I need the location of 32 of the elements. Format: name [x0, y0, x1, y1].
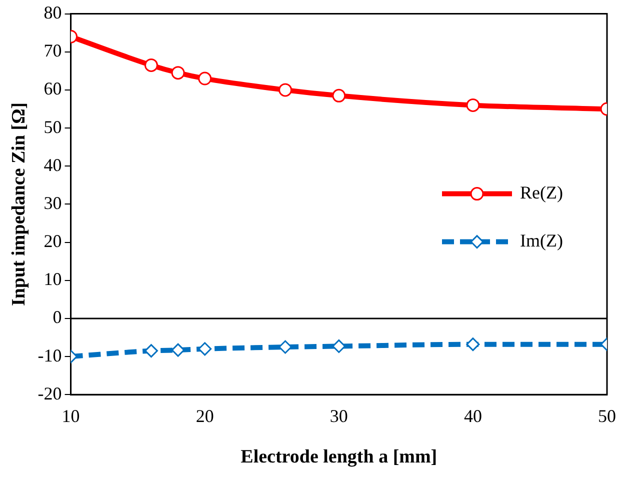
y-tick-label: 70: [44, 40, 62, 61]
x-tick-label: 10: [62, 406, 80, 426]
y-tick-label: 50: [44, 116, 62, 137]
point: [171, 343, 185, 357]
y-tick-label: 20: [44, 231, 62, 252]
y-tick-label: 60: [44, 78, 62, 99]
point: [198, 342, 212, 356]
point: [144, 344, 158, 358]
y-tick-label: 10: [44, 269, 62, 290]
x-axis-title: Electrode length a [mm]: [240, 446, 438, 468]
x-tick-label: 40: [464, 406, 482, 426]
point: [466, 98, 480, 112]
point: [332, 339, 346, 353]
x-tick-label: 30: [330, 406, 348, 426]
y-tick-label: -20: [38, 383, 62, 404]
legend-label: Im(Z): [520, 230, 563, 251]
point: [278, 340, 292, 354]
y-tick-label: 40: [44, 154, 62, 175]
y-tick-label: 30: [44, 192, 62, 213]
y-tick-label: 0: [52, 307, 62, 328]
point: [171, 66, 185, 80]
point: [332, 88, 346, 102]
point: [466, 338, 480, 352]
x-tick-label: 50: [598, 406, 616, 426]
y-tick-label: 80: [44, 2, 62, 23]
point: [278, 83, 292, 97]
point: [198, 72, 212, 86]
y-tick-label: -10: [38, 345, 62, 366]
x-tick-label: 20: [196, 406, 214, 426]
legend-label: Re(Z): [520, 182, 563, 203]
y-axis-title: Input impedance Zin [Ω]: [8, 102, 30, 306]
point: [144, 58, 158, 72]
